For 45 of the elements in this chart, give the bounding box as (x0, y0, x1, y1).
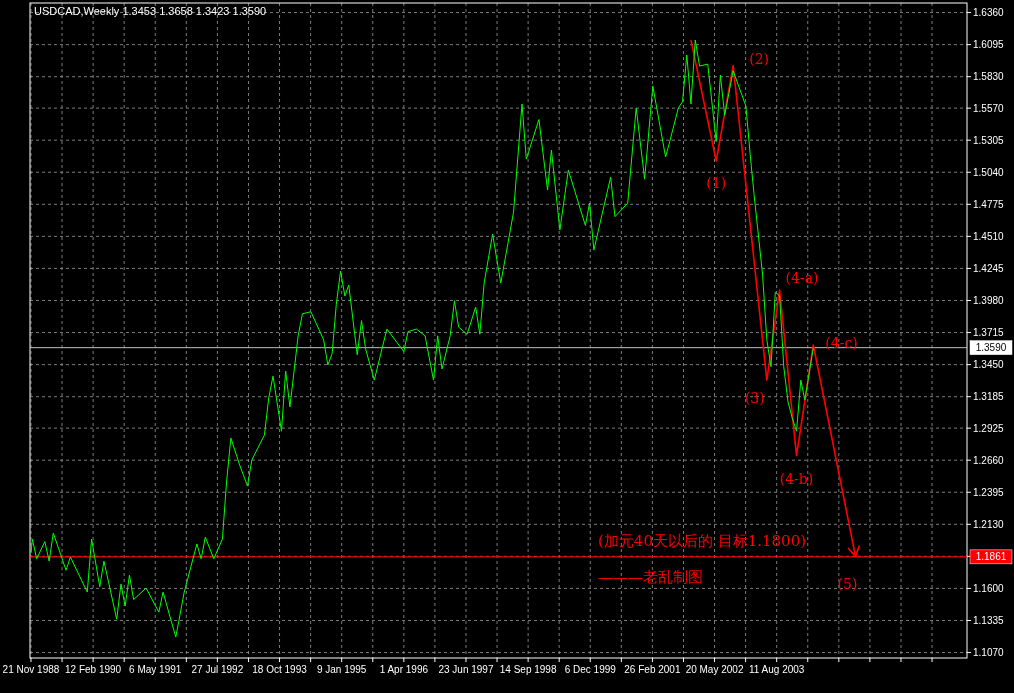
y-tick-label: 1.2660 (973, 454, 1005, 466)
annotation: ———老乱制图 (598, 568, 703, 586)
x-tick-label: 6 Dec 1999 (564, 664, 617, 675)
y-tick-label: 1.1600 (973, 582, 1005, 594)
annotation: (2) (749, 51, 770, 68)
y-tick-label: 1.3980 (973, 295, 1005, 306)
annotation: (4-b) (779, 471, 814, 488)
y-tick-label: 1.3185 (973, 391, 1005, 403)
x-tick-label: 11 Aug 2003 (748, 664, 805, 675)
x-tick-label: 26 Feb 2001 (624, 664, 681, 675)
y-tick-label: 1.6360 (973, 7, 1005, 19)
x-tick-label: 18 Oct 1993 (252, 664, 308, 675)
y-tick-label: 1.3715 (973, 327, 1005, 339)
annotation: (3) (744, 390, 765, 406)
annotation: (4-c) (825, 334, 858, 351)
annotation: (1) (706, 174, 727, 191)
y-tick-label: 1.6095 (973, 39, 1005, 51)
y-tick-label: 1.1070 (973, 647, 1005, 659)
y-tick-label: 1.2925 (973, 422, 1005, 434)
ref-line-label: 1.1861 (975, 551, 1007, 563)
y-tick-label: 1.4775 (973, 198, 1005, 210)
x-tick-label: 23 Jun 1997 (438, 664, 494, 675)
x-tick-label: 9 Jan 1995 (316, 664, 367, 675)
x-tick-label: 1 Apr 1996 (379, 664, 429, 675)
y-tick-label: 1.4245 (973, 262, 1005, 274)
annotation: (4-a) (785, 269, 819, 286)
y-tick-label: 1.2130 (973, 518, 1005, 530)
x-tick-label: 6 May 1991 (129, 664, 182, 675)
y-tick-label: 1.4510 (973, 230, 1005, 242)
ref-line-label: 1.3590 (975, 342, 1007, 354)
y-tick-label: 1.3450 (973, 359, 1005, 371)
y-tick-label: 1.1335 (973, 615, 1005, 626)
y-tick-label: 1.5570 (973, 102, 1005, 114)
annotation: (5) (837, 576, 858, 593)
x-tick-label: 14 Sep 1998 (499, 664, 557, 675)
x-tick-label: 12 Feb 1990 (65, 664, 122, 675)
x-tick-label: 21 Nov 1988 (2, 664, 60, 675)
y-tick-label: 1.2395 (973, 486, 1005, 498)
y-tick-label: 1.5040 (973, 166, 1005, 178)
x-tick-label: 27 Jul 1992 (191, 664, 244, 675)
y-tick-label: 1.5305 (973, 134, 1005, 146)
y-tick-label: 1.5830 (973, 71, 1005, 83)
annotation: (加元40天以后的 目标1.1800) (598, 532, 807, 550)
chart-title: USDCAD,Weekly 1.3453 1.3658 1.3423 1.3590 (34, 5, 267, 17)
x-tick-label: 20 May 2002 (685, 664, 744, 675)
